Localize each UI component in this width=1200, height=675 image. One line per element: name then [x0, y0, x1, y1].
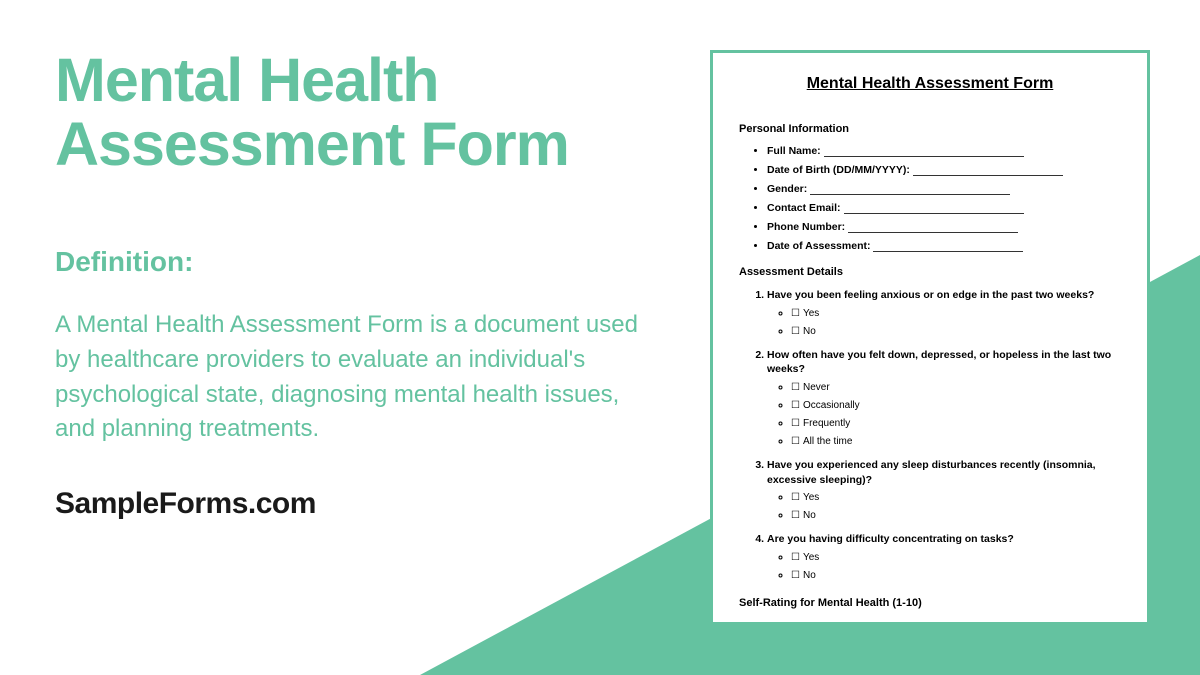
q2-opt-frequently: ☐Frequently — [791, 417, 1121, 431]
field-date-assess: Date of Assessment: — [767, 240, 1121, 252]
question-3: Have you experienced any sleep disturban… — [767, 458, 1121, 523]
field-dob: Date of Birth (DD/MM/YYYY): — [767, 164, 1121, 176]
q2-opt-occasionally: ☐Occasionally — [791, 399, 1121, 413]
section-personal-heading: Personal Information — [739, 123, 1121, 135]
form-preview: Mental Health Assessment Form Personal I… — [710, 50, 1150, 625]
q1-opt-yes: ☐Yes — [791, 307, 1121, 321]
q4-opt-yes: ☐Yes — [791, 551, 1121, 565]
question-1: Have you been feeling anxious or on edge… — [767, 288, 1121, 339]
questions-list: Have you been feeling anxious or on edge… — [739, 288, 1121, 583]
brand-name: SampleForms.com — [55, 487, 645, 521]
q1-opt-no: ☐No — [791, 325, 1121, 339]
q4-opt-no: ☐No — [791, 569, 1121, 583]
personal-fields-list: Full Name: Date of Birth (DD/MM/YYYY): G… — [739, 145, 1121, 252]
q2-opt-all: ☐All the time — [791, 435, 1121, 449]
q3-opt-yes: ☐Yes — [791, 491, 1121, 505]
question-2: How often have you felt down, depressed,… — [767, 348, 1121, 449]
field-email: Contact Email: — [767, 202, 1121, 214]
left-content: Mental Health Assessment Form Definition… — [55, 48, 645, 521]
q3-opt-no: ☐No — [791, 509, 1121, 523]
section-selfrating-heading: Self-Rating for Mental Health (1-10) — [739, 597, 1121, 609]
definition-label: Definition: — [55, 246, 645, 278]
field-full-name: Full Name: — [767, 145, 1121, 157]
form-title: Mental Health Assessment Form — [739, 75, 1121, 93]
q2-opt-never: ☐Never — [791, 381, 1121, 395]
definition-text: A Mental Health Assessment Form is a doc… — [55, 308, 645, 447]
field-gender: Gender: — [767, 183, 1121, 195]
section-assessment-heading: Assessment Details — [739, 266, 1121, 278]
field-phone: Phone Number: — [767, 221, 1121, 233]
question-4: Are you having difficulty concentrating … — [767, 532, 1121, 583]
page-title: Mental Health Assessment Form — [55, 48, 645, 176]
